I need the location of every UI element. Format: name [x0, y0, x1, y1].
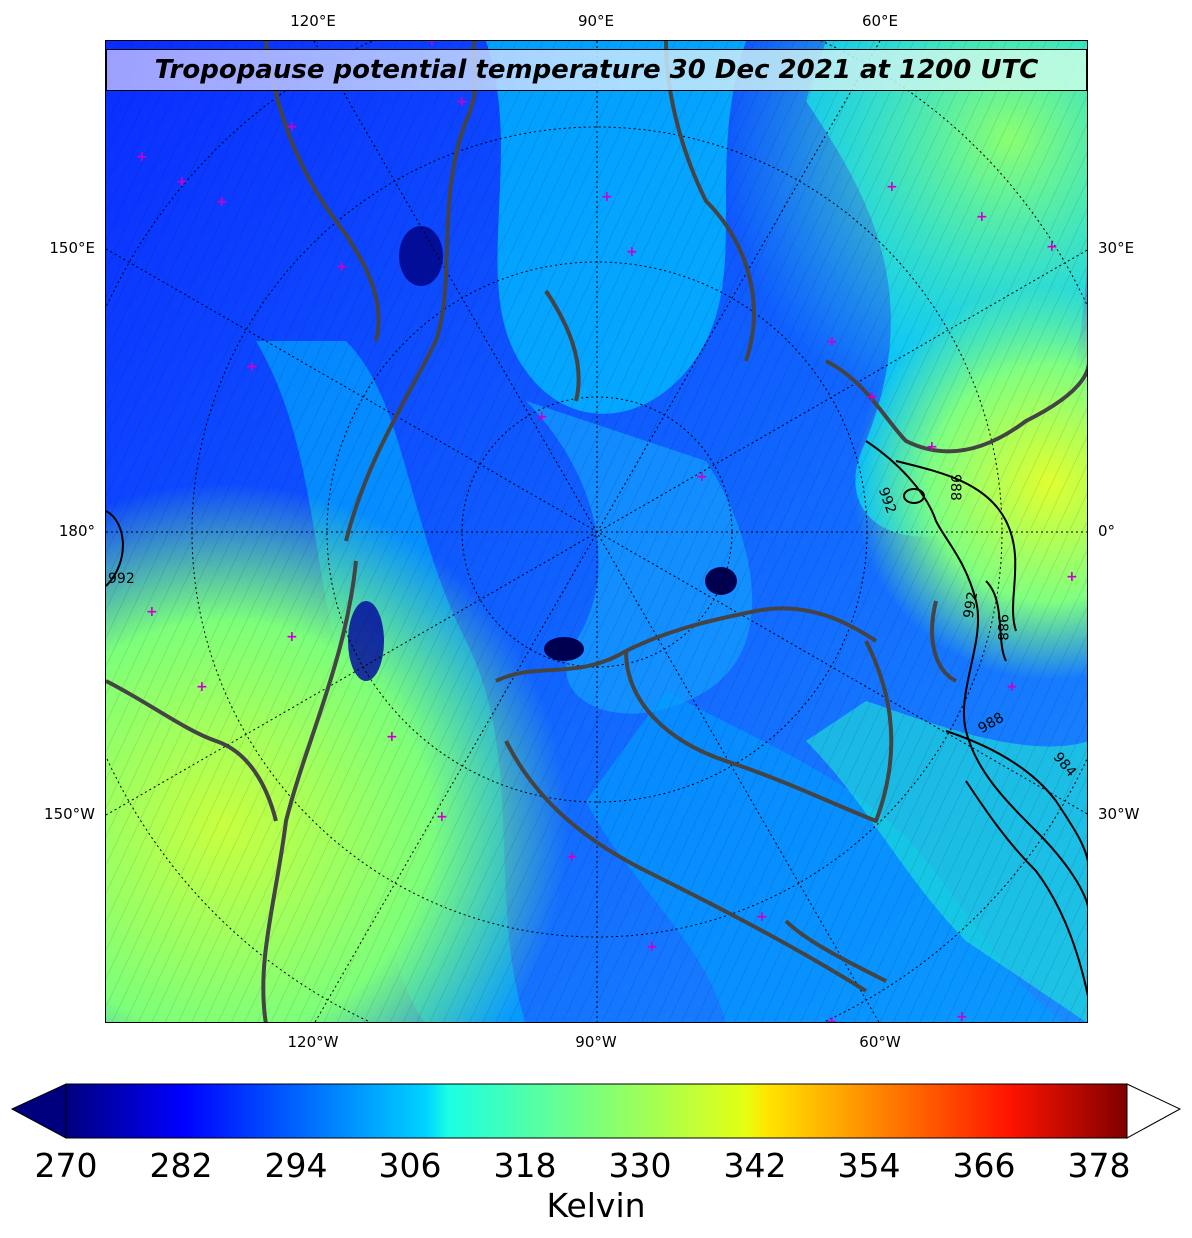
- lon-label-right: 30°E: [1098, 239, 1135, 257]
- colorbar-tick: 330: [608, 1146, 672, 1185]
- title-box: Tropopause potential temperature 30 Dec …: [106, 49, 1087, 91]
- station-markers: + + + + + + + + + + + + + + + + + + + + + + + + + + + + + +: [136, 41, 1078, 1023]
- svg-text:+: +: [196, 679, 208, 695]
- svg-text:+: +: [286, 629, 298, 645]
- pressure-label: 992: [108, 571, 135, 587]
- svg-text:+: +: [146, 604, 158, 620]
- colorbar-max-extend: [1126, 1083, 1182, 1139]
- svg-text:+: +: [426, 41, 438, 49]
- svg-text:+: +: [956, 1009, 968, 1023]
- theta-field: + + + + + + + + + + + + + + + + + + + + + + + + + + + + + + …: [106, 41, 1087, 1023]
- svg-text:+: +: [976, 209, 988, 225]
- svg-text:+: +: [1006, 679, 1018, 695]
- svg-text:+: +: [826, 1014, 838, 1023]
- svg-text:+: +: [1066, 569, 1078, 585]
- svg-text:+: +: [926, 439, 938, 455]
- colorbar-tick: 282: [149, 1146, 213, 1185]
- coastlines: [106, 41, 1087, 1022]
- lon-label-top: 120°E: [290, 12, 336, 30]
- svg-text:+: +: [646, 939, 658, 955]
- lon-label-bottom: 120°W: [287, 1033, 339, 1051]
- lon-label-bottom: 90°W: [575, 1033, 617, 1051]
- svg-text:+: +: [456, 94, 468, 110]
- lon-label-right: 30°W: [1098, 805, 1140, 823]
- svg-text:+: +: [386, 729, 398, 745]
- svg-text:+: +: [246, 359, 258, 375]
- svg-text:+: +: [866, 389, 878, 405]
- svg-text:+: +: [696, 469, 708, 485]
- svg-text:+: +: [601, 189, 613, 205]
- colorbar-tick: 378: [1067, 1146, 1131, 1185]
- svg-text:+: +: [886, 179, 898, 195]
- svg-text:+: +: [336, 259, 348, 275]
- lon-label-left: 180°: [58, 522, 95, 540]
- svg-text:+: +: [286, 119, 298, 135]
- svg-text:+: +: [566, 849, 578, 865]
- lon-label-top: 90°E: [577, 12, 615, 30]
- pressure-label: 988: [947, 474, 963, 501]
- svg-text:+: +: [176, 174, 188, 190]
- colorbar-tick: 318: [493, 1146, 557, 1185]
- svg-text:+: +: [756, 909, 768, 925]
- lon-label-left: 150°E: [49, 239, 95, 257]
- colorbar-tick: 306: [378, 1146, 442, 1185]
- page-title: Tropopause potential temperature 30 Dec …: [154, 55, 1039, 85]
- colorbar-tick: 354: [837, 1146, 901, 1185]
- colorbar-label: Kelvin: [546, 1186, 646, 1225]
- svg-text:+: +: [216, 194, 228, 210]
- colorbar: [10, 1083, 1182, 1139]
- lon-label-right: 0°: [1098, 522, 1116, 540]
- lon-label-bottom: 60°W: [859, 1033, 901, 1051]
- colorbar-min-extend: [10, 1083, 67, 1139]
- colorbar-tick: 342: [723, 1146, 787, 1185]
- svg-text:+: +: [436, 809, 448, 825]
- svg-text:+: +: [826, 334, 838, 350]
- pressure-contours: [106, 440, 1087, 997]
- map-panel: + + + + + + + + + + + + + + + + + + + + + + + + + + + + + + …: [105, 40, 1088, 1023]
- svg-text:+: +: [536, 409, 548, 425]
- graticule: [106, 41, 1087, 1022]
- colorbar-tick: 294: [264, 1146, 328, 1185]
- pressure-label: 988: [994, 614, 1010, 641]
- colorbar-gradient: [65, 1083, 1128, 1139]
- lon-label-left: 150°W: [44, 805, 95, 823]
- svg-text:+: +: [1046, 239, 1058, 255]
- pressure-label: 992: [961, 590, 981, 619]
- colorbar-tick: 366: [952, 1146, 1016, 1185]
- colorbar-tick: 270: [34, 1146, 98, 1185]
- svg-text:+: +: [626, 244, 638, 260]
- lon-label-top: 60°E: [861, 12, 899, 30]
- svg-text:+: +: [136, 149, 148, 165]
